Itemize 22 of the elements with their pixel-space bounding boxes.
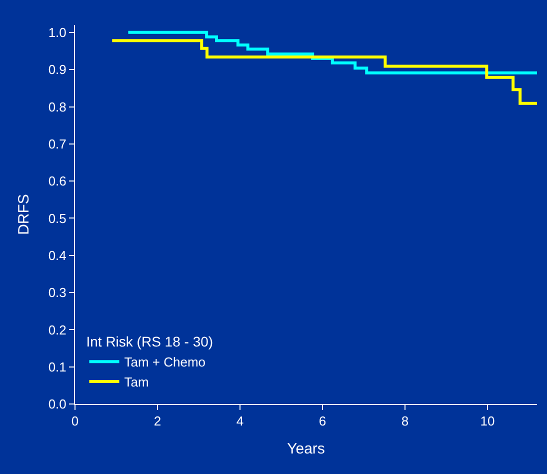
x-tick-label: 10 (480, 414, 495, 429)
y-tick-label: 0.2 (48, 322, 66, 338)
y-tick-label: 1.0 (48, 24, 66, 40)
y-tick-label: 0.8 (48, 99, 66, 114)
x-axis-title: Years (287, 440, 325, 458)
y-tick-label: 0.3 (48, 285, 66, 300)
y-tick-label: 0.7 (48, 136, 66, 152)
x-tick-label: 4 (236, 414, 244, 429)
y-tick-label: 0.0 (48, 396, 66, 412)
y-axis-title: DRFS (16, 194, 33, 235)
x-tick-label: 8 (401, 414, 409, 429)
y-tick-label: 0.6 (48, 174, 66, 189)
x-tick-label: 0 (71, 414, 79, 429)
x-tick-label: 6 (318, 414, 326, 429)
y-tick-label: 0.5 (48, 210, 66, 226)
y-tick-label: 0.1 (48, 359, 66, 374)
y-tick-label: 0.4 (48, 248, 66, 263)
y-tick-label: 0.9 (48, 62, 66, 78)
legend-label: Tam + Chemo (124, 354, 206, 370)
legend-label: Tam (124, 374, 149, 390)
legend-title: Int Risk (RS 18 - 30) (86, 334, 214, 350)
x-tick-label: 2 (154, 414, 162, 429)
